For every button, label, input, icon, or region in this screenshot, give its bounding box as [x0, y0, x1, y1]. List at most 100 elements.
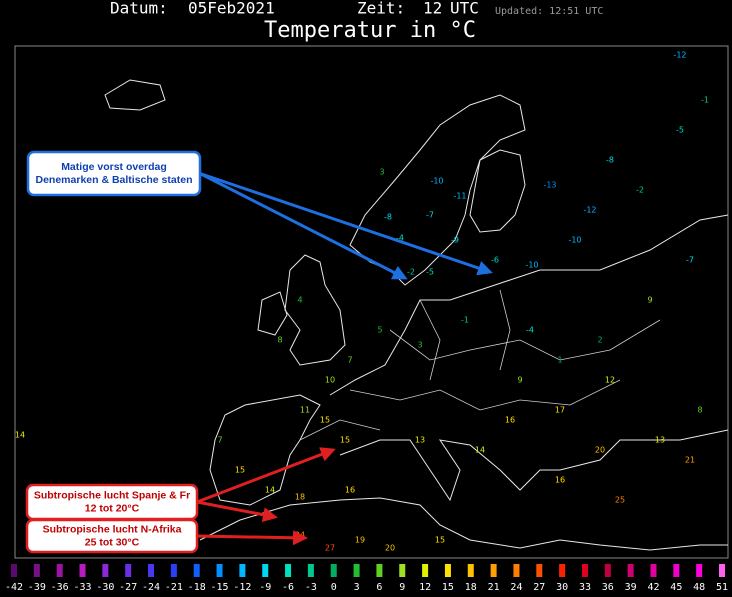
- scale-swatch: [696, 564, 703, 577]
- annotation-arrow: [196, 500, 278, 523]
- ireland: [257, 291, 288, 336]
- scale-label: 18: [465, 582, 477, 593]
- station-value: 13: [655, 436, 665, 445]
- title: Temperatur in °C: [264, 18, 476, 43]
- station-value: 20: [595, 446, 605, 455]
- scale-label: 0: [331, 582, 337, 593]
- date: 05Feb2021: [188, 0, 275, 18]
- scale-swatch: [604, 564, 611, 577]
- station-value: -7: [426, 211, 434, 220]
- finland: [469, 149, 526, 233]
- scale-swatch: [285, 564, 292, 577]
- scale-label: 42: [647, 582, 659, 593]
- scale-label: 30: [556, 582, 568, 593]
- station-value: -13: [543, 181, 556, 190]
- station-value: 14: [265, 486, 275, 495]
- scale-label: 36: [602, 582, 614, 593]
- annotation-arrow: [196, 530, 308, 546]
- station-value: 15: [320, 416, 330, 425]
- station-value: -1: [701, 96, 709, 105]
- scandinavia: [349, 94, 526, 286]
- scale-label: 33: [579, 582, 591, 593]
- station-value: 16: [345, 486, 355, 495]
- scale-swatch: [353, 564, 360, 577]
- scale-label: -18: [188, 582, 206, 593]
- station-value: 7: [217, 436, 222, 445]
- station-value: 4: [297, 296, 302, 305]
- scale-label: 6: [376, 582, 382, 593]
- scale-swatch: [216, 564, 223, 577]
- scale-swatch: [650, 564, 657, 577]
- scale-label: -30: [96, 582, 114, 593]
- scale-label: -24: [142, 582, 160, 593]
- station-value: 20: [385, 544, 395, 553]
- scale-label: 21: [488, 582, 500, 593]
- scale-swatch: [79, 564, 86, 577]
- scale-swatch: [513, 564, 520, 577]
- annotation-arrow: [199, 172, 408, 280]
- scale-label: -9: [259, 582, 271, 593]
- station-value: 1: [557, 356, 562, 365]
- station-value: -10: [430, 177, 443, 186]
- station-value: 21: [685, 456, 695, 465]
- scale-label: 15: [442, 582, 454, 593]
- station-value: -5: [426, 268, 434, 277]
- station-value: 16: [505, 416, 515, 425]
- britain: [284, 254, 346, 366]
- scale-swatch: [262, 564, 269, 577]
- scale-swatch: [444, 564, 451, 577]
- station-value: 14: [15, 431, 25, 440]
- annotation-text: Denemarken & Baltische staten: [36, 174, 193, 186]
- scale-label: -27: [119, 582, 137, 593]
- station-value: 8: [277, 336, 282, 345]
- station-value: -11: [453, 192, 466, 201]
- scale-label: -39: [28, 582, 46, 593]
- station-value: -8: [384, 213, 392, 222]
- annotation-text: 25 tot 30°C: [85, 536, 140, 548]
- station-value: 16: [555, 476, 565, 485]
- time: 12: [423, 0, 442, 18]
- mainland: [209, 214, 729, 506]
- station-value: 3: [379, 168, 384, 177]
- scale-label: 9: [399, 582, 405, 593]
- scale-swatch: [125, 564, 132, 577]
- annotation-arrow: [196, 447, 336, 504]
- annotation-text: Subtropische lucht N-Afrika: [43, 523, 182, 535]
- scale-swatch: [376, 564, 383, 577]
- scale-label: -6: [282, 582, 294, 593]
- station-value: -2: [636, 186, 644, 195]
- iceland: [104, 79, 166, 111]
- scale-swatch: [559, 564, 566, 577]
- scale-label: -15: [211, 582, 229, 593]
- scale-swatch: [11, 564, 17, 577]
- station-value: 25: [615, 496, 625, 505]
- station-value: 15: [235, 466, 245, 475]
- scale-label: -3: [305, 582, 317, 593]
- annotation-box: [25, 518, 199, 554]
- annotation-text: Subtropische lucht Spanje & Fr: [34, 489, 190, 501]
- map-frame: [14, 45, 729, 559]
- scale-swatch: [239, 564, 246, 577]
- border: [299, 289, 661, 441]
- station-value: -7: [686, 256, 694, 265]
- station-value: 2: [597, 336, 602, 345]
- scale-label: -36: [51, 582, 69, 593]
- station-value: 7: [347, 356, 352, 365]
- coastlines: [104, 79, 729, 551]
- scale-label: 3: [354, 582, 360, 593]
- station-value: -10: [568, 236, 581, 245]
- scale-label: 39: [625, 582, 637, 593]
- scale-label: 51: [716, 582, 728, 593]
- scale-label: 45: [670, 582, 682, 593]
- scale-label: 12: [419, 582, 431, 593]
- color-scale: -42 -39 -36 -33 -30 -27 -24 -21 -18 -15 -12 -9 -6 -3 0…: [5, 564, 728, 593]
- station-value: 5: [377, 326, 382, 335]
- scale-swatch: [673, 564, 680, 577]
- scale-label: -42: [5, 582, 23, 593]
- station-values: -10-11-8 -7-9-43-2 -5-6-10-10-12-13-8-2-5-…: [15, 51, 709, 553]
- annotation-arrow: [199, 172, 493, 276]
- station-value: 18: [295, 493, 305, 502]
- scale-label: -33: [73, 582, 91, 593]
